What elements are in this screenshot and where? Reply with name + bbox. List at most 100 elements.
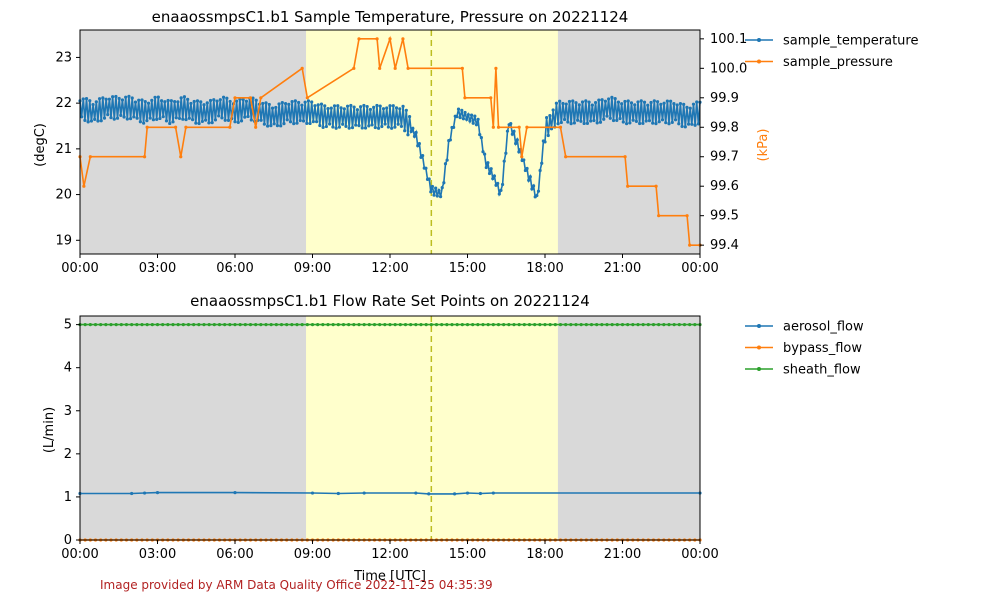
marker-sample_temperature bbox=[344, 124, 348, 128]
marker-sheath_flow bbox=[605, 323, 609, 327]
marker-sample_temperature bbox=[404, 108, 408, 112]
marker-sample_temperature bbox=[156, 95, 160, 99]
marker-sample_temperature bbox=[403, 129, 407, 133]
marker-sample_temperature bbox=[528, 175, 532, 179]
marker-sample_temperature bbox=[414, 130, 418, 135]
marker-sample_temperature bbox=[233, 120, 237, 124]
y-tick-label: 3 bbox=[64, 404, 72, 419]
y-tick-label: 4 bbox=[64, 361, 72, 376]
marker-sample_temperature bbox=[432, 193, 436, 197]
marker-sample_pressure bbox=[406, 66, 410, 70]
y-tick-label: 22 bbox=[55, 96, 72, 111]
marker-sample_temperature bbox=[174, 116, 178, 120]
marker-sheath_flow bbox=[135, 323, 139, 327]
marker-sample_temperature bbox=[280, 101, 284, 105]
y-tick-label: 1 bbox=[64, 490, 72, 505]
y-tick-label: 21 bbox=[55, 142, 72, 157]
marker-sample_temperature bbox=[318, 123, 322, 128]
marker-sample_temperature bbox=[350, 126, 355, 130]
marker-sample_temperature bbox=[657, 120, 661, 124]
marker-sheath_flow bbox=[104, 323, 108, 327]
y-tick-label: 20 bbox=[55, 188, 72, 203]
marker-sample_temperature bbox=[522, 158, 526, 162]
marker-sample_temperature bbox=[531, 184, 536, 188]
marker-sample_temperature bbox=[192, 99, 196, 104]
marker-sample_temperature bbox=[695, 100, 699, 104]
x-tick-label: 09:00 bbox=[294, 547, 331, 562]
marker-sample_temperature bbox=[342, 107, 346, 111]
marker-sample_temperature bbox=[297, 100, 301, 105]
panel2-title: enaaossmpsC1.b1 Flow Rate Set Points on … bbox=[190, 292, 590, 310]
marker-sample_temperature bbox=[285, 118, 289, 122]
legend-label-sheath_flow: sheath_flow bbox=[783, 363, 861, 378]
marker-sample_temperature bbox=[262, 122, 266, 126]
marker-sample_temperature bbox=[159, 99, 164, 103]
marker-sample_temperature bbox=[212, 98, 216, 102]
series-markers-sample_pressure bbox=[78, 37, 702, 247]
marker-sample_temperature bbox=[577, 103, 581, 107]
marker-sample_temperature bbox=[411, 126, 415, 130]
marker-sample_temperature bbox=[225, 96, 229, 100]
marker-sample_temperature bbox=[664, 121, 668, 125]
marker-sample_temperature bbox=[576, 118, 580, 122]
x-tick-label: 00:00 bbox=[61, 261, 98, 276]
marker-sample_temperature bbox=[538, 168, 542, 173]
legend-label-sample_temperature: sample_temperature bbox=[783, 34, 918, 49]
marker-sample_temperature bbox=[283, 102, 288, 106]
marker-sample_temperature bbox=[665, 99, 669, 103]
marker-sample_temperature bbox=[461, 117, 466, 121]
marker-sample_temperature bbox=[195, 99, 200, 103]
panel1-ylabel-right: (kPa) bbox=[756, 129, 771, 162]
y-tick-label-right: 100.1 bbox=[710, 32, 747, 47]
marker-sheath_flow bbox=[631, 323, 635, 327]
marker-sample_temperature bbox=[388, 104, 392, 108]
marker-sample_temperature bbox=[603, 99, 607, 103]
y-tick-label-right: 100.0 bbox=[710, 61, 747, 76]
marker-sample_temperature bbox=[266, 124, 270, 128]
marker-sample_temperature bbox=[213, 118, 218, 122]
marker-sample_temperature bbox=[155, 117, 159, 122]
marker-sample_temperature bbox=[486, 161, 490, 165]
marker-sample_temperature bbox=[587, 100, 591, 104]
marker-sheath_flow bbox=[445, 323, 449, 327]
marker-sample_temperature bbox=[186, 97, 190, 102]
marker-sheath_flow bbox=[507, 323, 511, 327]
marker-sample_temperature bbox=[235, 99, 239, 103]
marker-sample_pressure bbox=[685, 214, 689, 218]
marker-sample_temperature bbox=[500, 182, 505, 187]
marker-sample_temperature bbox=[130, 96, 134, 100]
marker-sheath_flow bbox=[600, 323, 604, 327]
marker-sample_temperature bbox=[124, 95, 128, 99]
marker-sheath_flow bbox=[641, 323, 645, 327]
marker-sample_temperature bbox=[688, 106, 692, 110]
marker-sample_pressure bbox=[525, 125, 529, 129]
marker-sheath_flow bbox=[316, 323, 320, 327]
marker-sample_temperature bbox=[659, 102, 663, 107]
marker-sample_temperature bbox=[243, 115, 247, 119]
marker-sheath_flow bbox=[450, 323, 454, 327]
marker-sample_temperature bbox=[287, 102, 291, 106]
marker-sample_temperature bbox=[589, 119, 593, 123]
marker-sample_pressure bbox=[489, 96, 493, 100]
marker-sheath_flow bbox=[579, 323, 583, 327]
marker-sample_temperature bbox=[613, 97, 617, 101]
legend-label-bypass_flow: bypass_flow bbox=[783, 341, 862, 356]
marker-sample_temperature bbox=[624, 122, 629, 126]
marker-sample_temperature bbox=[298, 118, 302, 123]
marker-sample_temperature bbox=[378, 104, 382, 108]
marker-sample_temperature bbox=[306, 99, 311, 103]
marker-sheath_flow bbox=[527, 323, 532, 327]
marker-sample_pressure bbox=[179, 155, 183, 159]
marker-sample_pressure bbox=[352, 66, 356, 70]
marker-sample_temperature bbox=[569, 122, 573, 126]
marker-sample_temperature bbox=[168, 121, 172, 126]
marker-sample_temperature bbox=[548, 114, 552, 118]
marker-sheath_flow bbox=[533, 323, 537, 327]
marker-sheath_flow bbox=[584, 323, 588, 327]
marker-sample_temperature bbox=[274, 105, 278, 110]
marker-sheath_flow bbox=[491, 323, 495, 327]
marker-sample_temperature bbox=[641, 121, 645, 125]
marker-sample_temperature bbox=[443, 162, 448, 166]
marker-sample_temperature bbox=[680, 124, 684, 129]
marker-sheath_flow bbox=[626, 323, 630, 327]
